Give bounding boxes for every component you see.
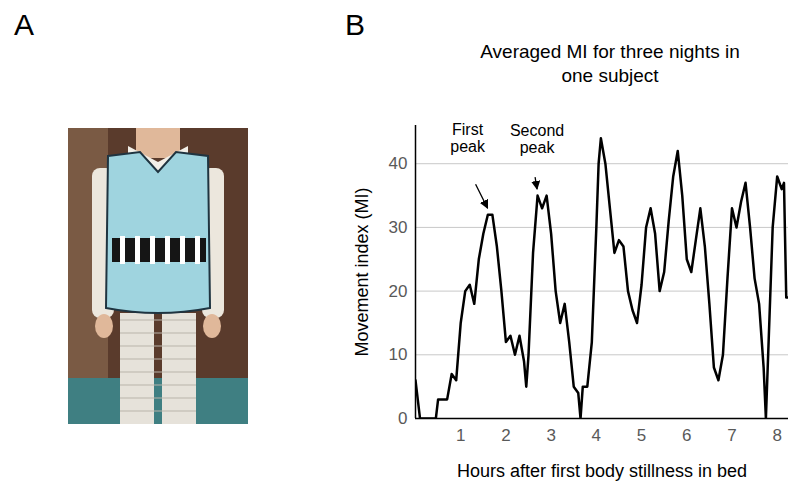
svg-text:8: 8 xyxy=(772,426,781,445)
svg-text:5: 5 xyxy=(637,426,646,445)
svg-text:10: 10 xyxy=(389,345,408,364)
html-text:Averaged MI for three nights i: Averaged MI for three nights in one subj… xyxy=(480,41,740,86)
svg-text:1: 1 xyxy=(456,426,465,445)
svg-text:40: 40 xyxy=(389,154,408,173)
svg-text:6: 6 xyxy=(682,426,691,445)
svg-text:3: 3 xyxy=(546,426,555,445)
svg-text:Hours after first body stillne: Hours after first body stillness in bed xyxy=(457,461,747,481)
svg-text:7: 7 xyxy=(727,426,736,445)
svg-text:0: 0 xyxy=(398,409,407,428)
svg-text:Firstpeak: Firstpeak xyxy=(450,121,486,155)
svg-text:4: 4 xyxy=(592,426,601,445)
svg-text:2: 2 xyxy=(501,426,510,445)
svg-text:Secondpeak: Secondpeak xyxy=(510,122,564,156)
html-text:B: B xyxy=(345,8,365,41)
html-text:A: A xyxy=(14,8,34,41)
svg-text:Movement index (MI): Movement index (MI) xyxy=(352,187,372,356)
svg-text:20: 20 xyxy=(389,282,408,301)
svg-text:30: 30 xyxy=(389,218,408,237)
